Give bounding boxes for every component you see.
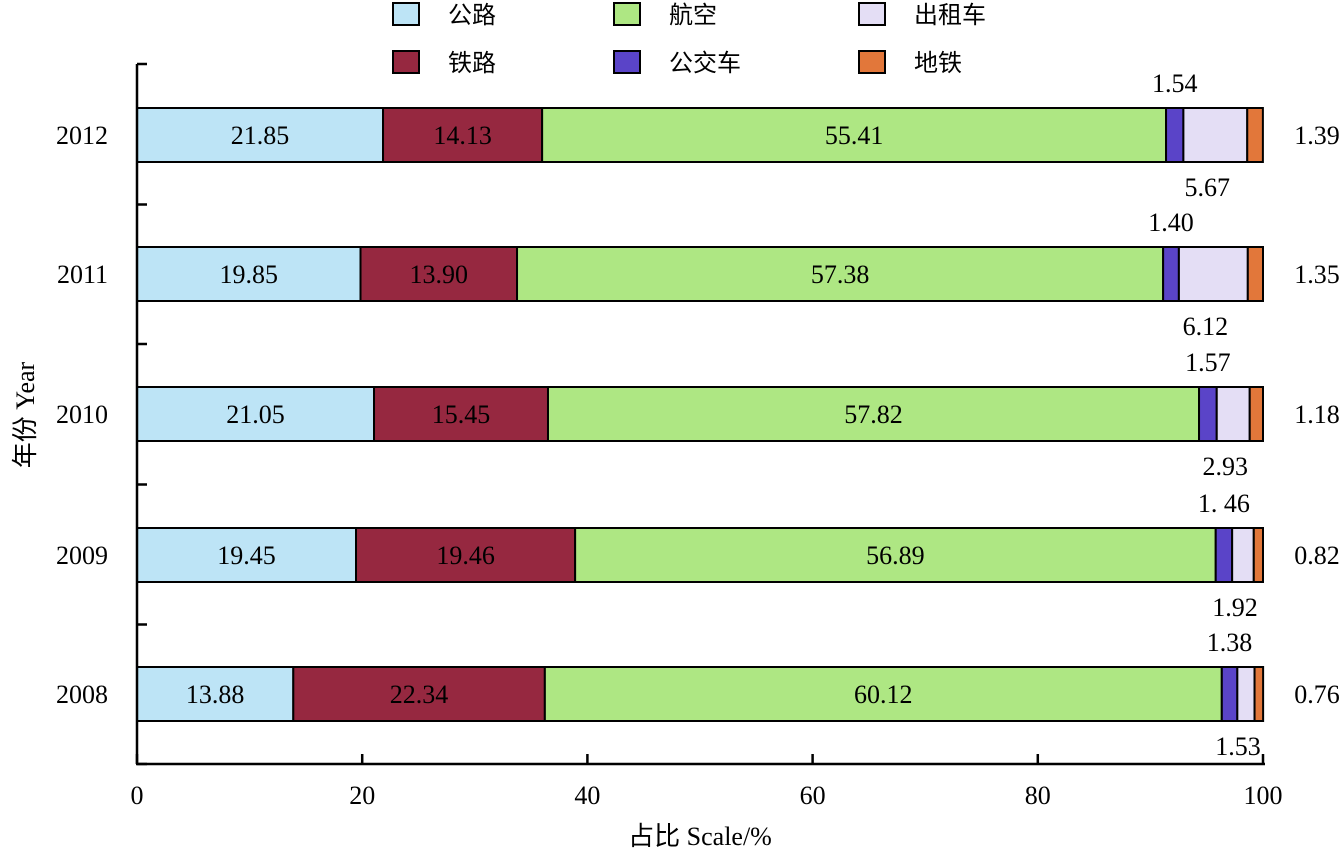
metro-value-label: 1.39 — [1294, 121, 1340, 150]
y-tick-label: 2009 — [56, 541, 108, 570]
value-label: 57.38 — [811, 260, 870, 289]
value-label: 15.45 — [432, 400, 491, 429]
value-label: 21.05 — [226, 400, 285, 429]
value-label: 13.90 — [410, 260, 469, 289]
legend-swatch — [392, 50, 420, 74]
x-tick-label: 20 — [349, 781, 375, 810]
bar-2011-s1 — [359, 246, 519, 302]
value-label: 21.85 — [231, 121, 290, 150]
bar-2012-s1 — [382, 107, 544, 163]
bar-2008-s0 — [136, 666, 295, 722]
x-tick-label: 100 — [1244, 781, 1283, 810]
bar-2011-s2 — [516, 246, 1165, 302]
bar-2008-s4 — [1236, 666, 1256, 722]
y-tick-label: 2012 — [56, 121, 108, 150]
value-label: 55.41 — [825, 121, 884, 150]
bar-2008-s5 — [1253, 666, 1265, 722]
bar-2011-s4 — [1177, 246, 1249, 302]
bar-2012-s2 — [541, 107, 1168, 163]
value-label: 60.12 — [854, 680, 913, 709]
legend-label: 出租车 — [914, 1, 986, 29]
taxi-value-label: 1.92 — [1212, 593, 1258, 622]
bar-2011-s3 — [1162, 246, 1180, 302]
legend-label: 铁路 — [448, 49, 496, 77]
bar-2010-s1 — [373, 386, 549, 442]
y-tick-label: 2010 — [56, 400, 108, 429]
x-tick-label: 40 — [574, 781, 600, 810]
value-label: 22.34 — [390, 680, 449, 709]
metro-value-label: 1.18 — [1294, 400, 1340, 429]
legend-swatch — [613, 2, 641, 26]
x-tick-label: 0 — [131, 781, 144, 810]
bar-2008-s1 — [292, 666, 546, 722]
x-tick-label: 60 — [800, 781, 826, 810]
bar-2012-s4 — [1182, 107, 1249, 163]
legend-swatch — [858, 2, 886, 26]
metro-value-label: 0.82 — [1294, 541, 1340, 570]
legend-swatch — [392, 2, 420, 26]
value-label: 19.46 — [436, 541, 495, 570]
bar-2009-s3 — [1214, 527, 1234, 583]
bar-2011-s5 — [1246, 246, 1265, 302]
bar-2010-s2 — [546, 386, 1201, 442]
bus-value-label: 1.40 — [1148, 208, 1194, 237]
value-label: 19.85 — [220, 260, 279, 289]
bar-2009-s0 — [136, 527, 358, 583]
bar-2012-s5 — [1246, 107, 1264, 163]
value-label: 14.13 — [433, 121, 492, 150]
value-label: 13.88 — [186, 680, 245, 709]
x-axis-title: 占比 Scale/% — [628, 822, 772, 851]
bar-2010-s3 — [1198, 386, 1218, 442]
value-label: 57.82 — [844, 400, 903, 429]
bus-value-label: 1.54 — [1152, 69, 1198, 98]
bar-2012-s3 — [1165, 107, 1185, 163]
bar-2010-s5 — [1248, 386, 1264, 442]
bus-value-label: 1.57 — [1185, 348, 1231, 377]
metro-value-label: 1.35 — [1294, 260, 1340, 289]
y-tick-label: 2011 — [57, 260, 108, 289]
bars — [136, 107, 1265, 722]
axes: 2012 2011 2010 2009 2008 0 20 40 60 80 100 — [56, 62, 1283, 810]
bar-2010-s0 — [136, 386, 376, 442]
bar-2009-s4 — [1231, 527, 1255, 583]
data-labels: 21.85 14.13 55.41 1.54 5.67 1.39 19.85 13.90 57.… — [186, 69, 1340, 761]
taxi-value-label: 5.67 — [1185, 173, 1231, 202]
y-axis-title: 年份 Year — [11, 361, 40, 468]
legend-label: 公路 — [448, 1, 496, 29]
bar-2009-s5 — [1252, 527, 1265, 583]
legend-swatch — [613, 50, 641, 74]
bus-value-label: 1.38 — [1207, 628, 1253, 657]
legend-label: 航空 — [669, 1, 717, 29]
taxi-value-label: 6.12 — [1183, 312, 1229, 341]
taxi-value-label: 1.53 — [1215, 732, 1261, 761]
bar-2010-s4 — [1215, 386, 1251, 442]
legend-label: 公交车 — [669, 49, 741, 77]
bar-2008-s3 — [1220, 666, 1239, 722]
metro-value-label: 0.76 — [1294, 680, 1340, 709]
bus-value-label: 1. 46 — [1198, 489, 1250, 518]
legend-label: 地铁 — [914, 49, 962, 77]
taxi-value-label: 2.93 — [1202, 452, 1248, 481]
x-tick-label: 80 — [1025, 781, 1051, 810]
bar-2012-s0 — [136, 107, 385, 163]
value-label: 56.89 — [866, 541, 925, 570]
y-tick-label: 2008 — [56, 680, 108, 709]
legend-swatch — [858, 50, 886, 74]
value-label: 19.45 — [217, 541, 276, 570]
bar-2009-s2 — [574, 527, 1217, 583]
